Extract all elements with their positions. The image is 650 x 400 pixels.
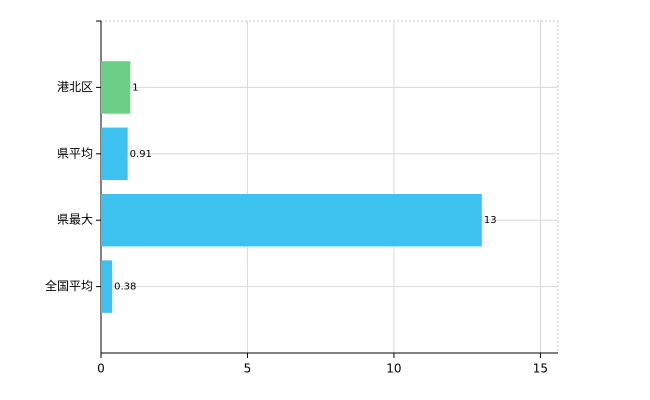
x-tick-label: 0: [97, 362, 105, 376]
y-tick-label: 全国平均: [45, 278, 93, 293]
x-tick-label: 15: [533, 362, 548, 376]
x-tick-label: 10: [386, 362, 401, 376]
bar: [101, 127, 128, 181]
value-label: 13: [484, 215, 497, 226]
y-tick-label: 県平均: [57, 146, 93, 160]
value-label: 0.91: [130, 149, 152, 160]
value-label: 0.38: [114, 282, 136, 293]
y-tick-label: 港北区: [57, 80, 93, 94]
y-tick-label: 県最大: [57, 213, 93, 227]
value-label: 1: [132, 82, 138, 93]
bar: [101, 193, 482, 247]
bar: [101, 260, 113, 313]
bar: [101, 61, 131, 114]
x-tick-label: 5: [244, 362, 252, 376]
